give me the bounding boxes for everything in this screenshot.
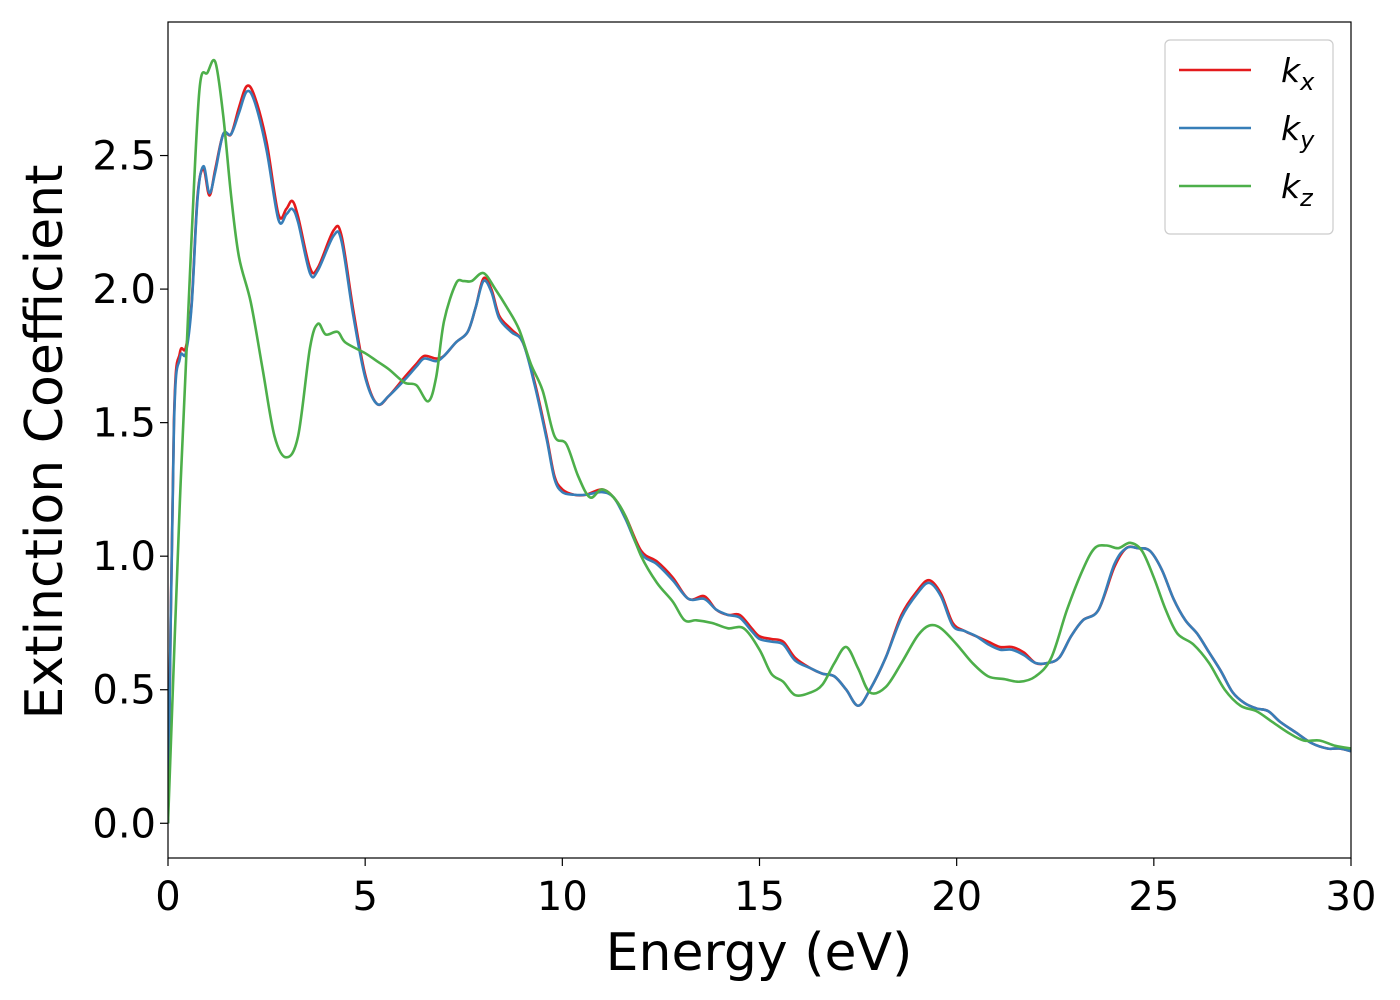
y-tick-label: 1.0 [92, 534, 156, 580]
x-tick-label: 10 [537, 874, 588, 920]
x-tick-label: 25 [1128, 874, 1179, 920]
x-tick-label: 20 [931, 874, 982, 920]
y-tick-label: 2.5 [92, 134, 156, 180]
legend-label-z: kz [1281, 167, 1314, 212]
x-tick-label: 30 [1326, 874, 1377, 920]
x-axis-label: Energy (eV) [606, 923, 913, 983]
y-tick-label: 2.0 [92, 267, 156, 313]
x-tick-label: 5 [352, 874, 377, 920]
legend: kx ky kz [1164, 39, 1334, 235]
y-axis-label: Extinction Coefficient [15, 165, 75, 720]
x-tick-label: 15 [734, 874, 785, 920]
x-axis-ticks: 0 5 10 15 20 25 30 [155, 858, 1376, 920]
y-tick-label: 0.5 [92, 668, 156, 714]
series-lines [168, 58, 1351, 824]
y-tick-label: 0.0 [92, 801, 156, 847]
y-tick-label: 1.5 [92, 401, 156, 447]
legend-label-x: kx [1281, 51, 1315, 96]
series-line-y [168, 89, 1351, 824]
series-line-z [168, 58, 1351, 824]
x-tick-label: 0 [155, 874, 180, 920]
y-axis-ticks: 0.0 0.5 1.0 1.5 2.0 2.5 [92, 134, 168, 847]
legend-label-y: ky [1281, 109, 1315, 154]
